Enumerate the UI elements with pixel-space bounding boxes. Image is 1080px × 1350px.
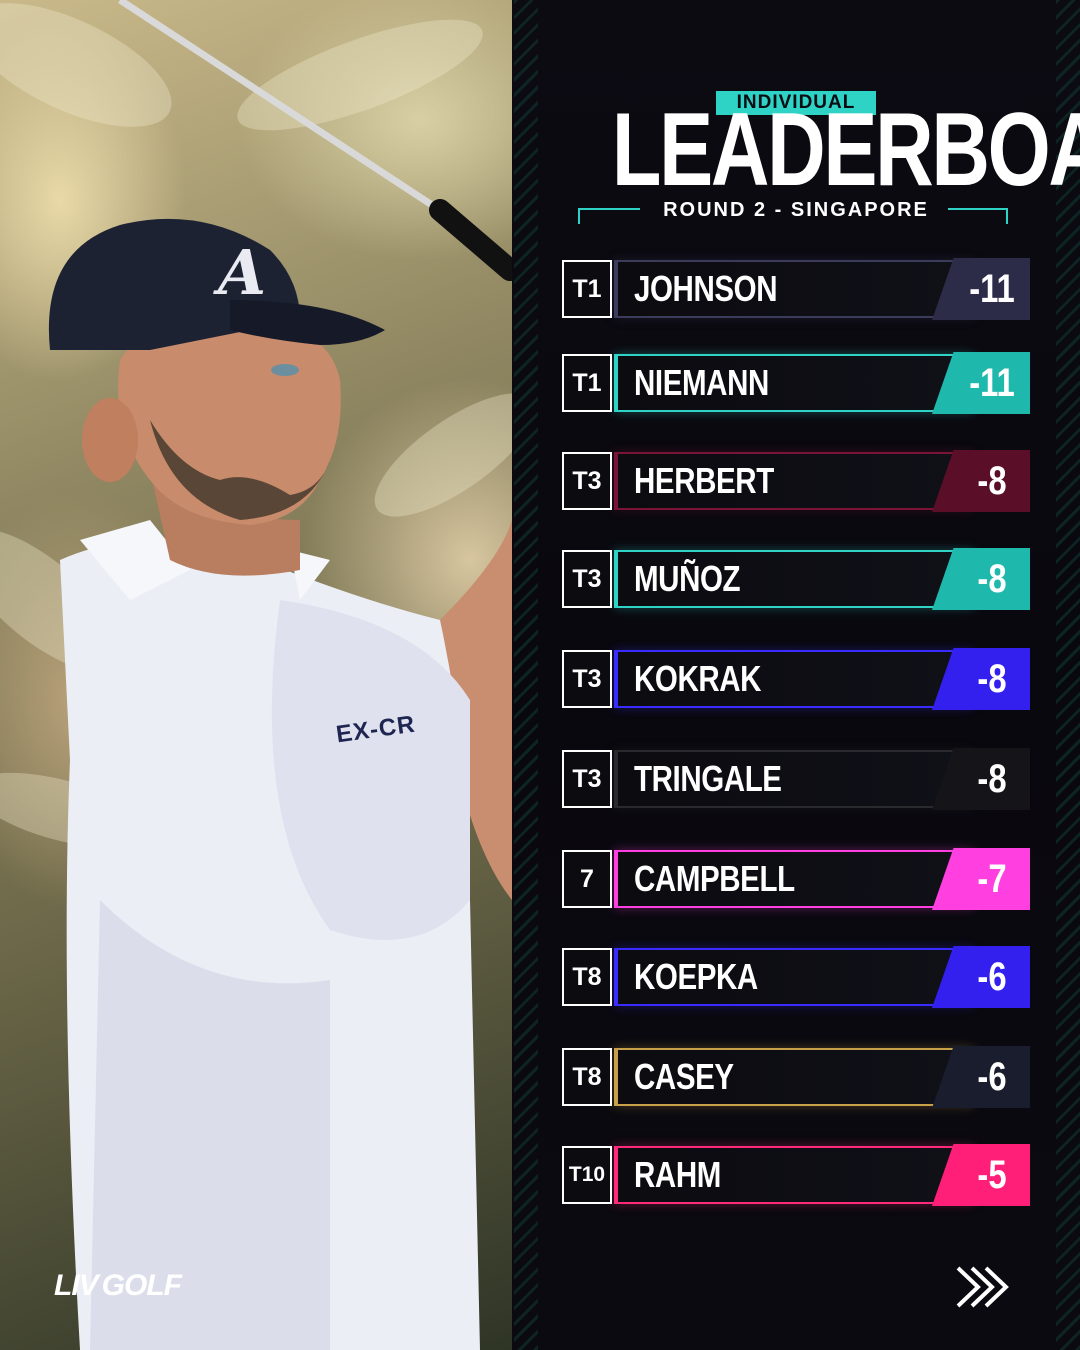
player-name: KOKRAK — [634, 658, 762, 699]
name-box — [614, 948, 974, 1006]
name-box — [614, 750, 974, 808]
score-value: -8 — [977, 459, 1007, 503]
player-name: JOHNSON — [634, 268, 778, 309]
page-title: LEADERBOARD — [611, 92, 1080, 208]
position-label: T1 — [562, 260, 612, 318]
cap-logo: A — [218, 236, 267, 309]
position-label: T8 — [562, 948, 612, 1006]
leaderboard-row: T8 CASEY -6 — [562, 1046, 1030, 1108]
name-box — [614, 1146, 974, 1204]
leaderboard-row: T10 RAHM -5 — [562, 1144, 1030, 1206]
position-label: T10 — [562, 1146, 612, 1204]
score-value: -6 — [977, 1055, 1007, 1099]
round-subtitle-text: ROUND 2 - SINGAPORE — [663, 199, 929, 221]
name-box — [614, 260, 974, 318]
leaderboard-row: T3 HERBERT -8 — [562, 450, 1030, 512]
leaderboard-row: T1 JOHNSON -11 — [562, 258, 1030, 320]
name-box — [614, 550, 974, 608]
leaderboard-row: T3 KOKRAK -8 — [562, 648, 1030, 710]
leaderboard-row: T8 KOEPKA -6 — [562, 946, 1030, 1008]
position-label: T1 — [562, 354, 612, 412]
score-value: -11 — [969, 267, 1015, 311]
player-name: MUÑOZ — [634, 558, 741, 599]
liv-golf-logo: LIV GOLF — [54, 1268, 182, 1304]
player-photo: A EX-CR LIV GOLF — [0, 0, 512, 1350]
position-label: T3 — [562, 650, 612, 708]
player-name: KOEPKA — [634, 956, 758, 997]
player-name: CAMPBELL — [634, 858, 795, 899]
logo-liv-text: LIV — [54, 1269, 99, 1302]
leaderboard-row: 7 CAMPBELL -7 — [562, 848, 1030, 910]
individual-badge: INDIVIDUAL — [716, 91, 876, 115]
score-value: -5 — [977, 1153, 1007, 1197]
position-label: T3 — [562, 750, 612, 808]
score-value: -6 — [977, 955, 1007, 999]
next-arrows-icon[interactable] — [952, 1262, 1014, 1312]
score-value: -7 — [977, 857, 1007, 901]
leaderboard-row: T3 MUÑOZ -8 — [562, 548, 1030, 610]
position-label: T3 — [562, 550, 612, 608]
player-name: TRINGALE — [634, 758, 782, 799]
name-box — [614, 850, 974, 908]
position-label: T3 — [562, 452, 612, 510]
leaderboard-row: T1 NIEMANN -11 — [562, 352, 1030, 414]
score-value: -8 — [977, 757, 1007, 801]
decorative-stripes-right — [1056, 0, 1080, 1350]
decorative-stripes-left — [514, 0, 538, 1350]
round-subtitle: ROUND 2 - SINGAPORE — [560, 196, 1032, 226]
position-label: 7 — [562, 850, 612, 908]
position-label: T8 — [562, 1048, 612, 1106]
name-box — [614, 650, 974, 708]
leaderboard-row: T3 TRINGALE -8 — [562, 748, 1030, 810]
player-name: RAHM — [634, 1154, 721, 1195]
player-name: HERBERT — [634, 460, 774, 501]
logo-golf-text: GOLF — [101, 1269, 182, 1302]
score-value: -8 — [977, 657, 1007, 701]
score-value: -11 — [969, 361, 1015, 405]
score-value: -8 — [977, 557, 1007, 601]
player-name: NIEMANN — [634, 362, 769, 403]
name-box — [614, 1048, 974, 1106]
golfer-illustration — [48, 0, 512, 1350]
name-box — [614, 452, 974, 510]
player-name: CASEY — [634, 1056, 734, 1097]
